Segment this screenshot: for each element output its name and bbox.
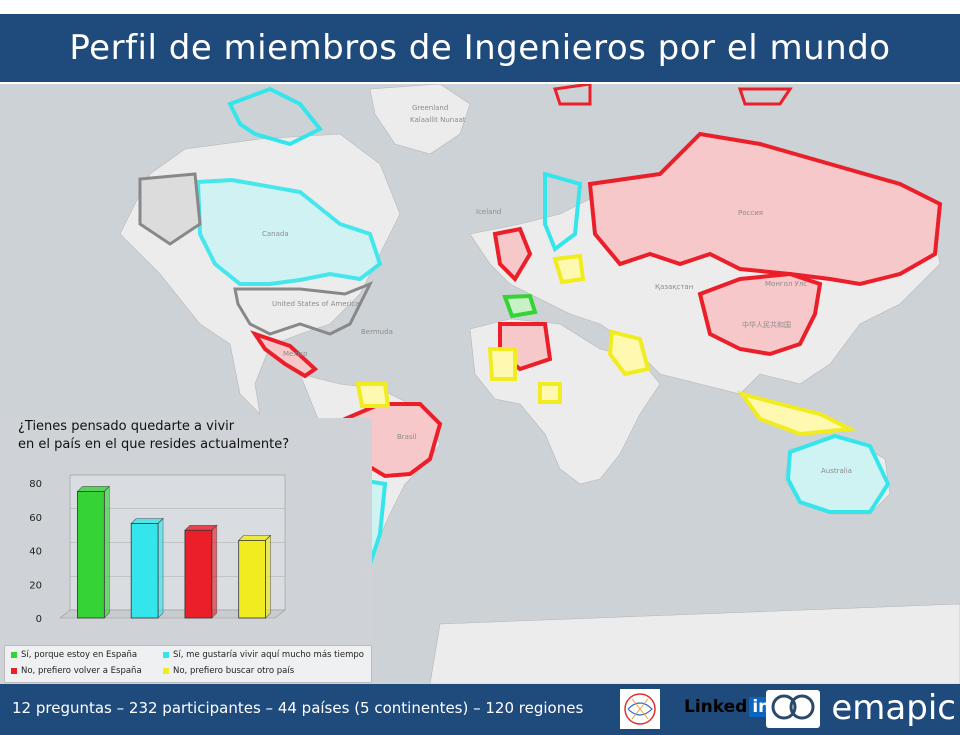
page-title: Perfil de miembros de Ingenieros por el … [69,28,891,68]
emapic-logo[interactable]: emapic [831,688,956,728]
cartolab-icon [771,694,815,720]
greenland-land [369,84,471,155]
y-tick-label: 80 [29,479,42,490]
linkedin-text: Linked [684,697,748,717]
region-nigeria [538,382,562,404]
region-spain [502,293,538,319]
legend-item-0: Sí, porque estoy en España [11,650,137,660]
region-usa [233,281,374,336]
linkedin-logo[interactable]: Linked in [684,697,774,717]
y-tick-label: 60 [29,513,42,524]
legend-swatch-yellow [163,668,169,674]
label-bermuda: Bermuda [361,328,393,336]
y-tick-label: 0 [36,614,42,625]
region-nordics [543,171,583,253]
bar-side [157,517,164,619]
bar-top [130,518,164,524]
label-greenland: Greenland [412,104,448,112]
label-russia: Россия [738,209,763,217]
label-kalaallit: Kalaallit Nunaat [410,116,466,124]
bar[interactable] [238,539,266,619]
bar-side [104,485,110,619]
legend-label-1: Sí, me gustaría vivir aquí mucho más tie… [173,650,364,660]
bar-top [184,524,218,531]
cartolab-logo[interactable] [766,690,820,728]
bar-side [211,524,218,619]
region-uk-ireland [492,226,533,283]
bar-side [265,534,271,619]
region-mexico [250,330,319,379]
university-logo[interactable] [620,689,660,729]
region-russia [587,131,943,287]
footer-summary: 12 preguntas – 232 participantes – 44 pa… [12,699,584,717]
label-mongolia: Монгол Улс [765,280,807,288]
label-china: 中华人民共和国 [742,320,791,329]
region-alaska [138,172,202,246]
region-saudi [607,329,651,377]
region-russia-north [553,84,793,106]
title-bar: Perfil de miembros de Ingenieros por el … [0,14,960,82]
bar[interactable] [130,523,159,619]
legend-label-2: No, prefiero volver a España [21,666,142,676]
chart-legend: Sí, porque estoy en España Sí, me gustar… [4,645,372,683]
legend-item-1: Sí, me gustaría vivir aquí mucho más tie… [163,650,364,660]
legend-item-3: No, prefiero buscar otro país [163,666,294,676]
chart-question: ¿Tienes pensado quedarte a vivir en el p… [18,418,318,454]
bar-top [237,535,272,541]
region-west-africa [487,347,517,381]
region-colombia [355,382,391,408]
antarctica-land [429,603,960,684]
label-brazil: Brasil [397,433,417,441]
legend-swatch-red [11,668,17,674]
bar[interactable] [77,491,105,619]
label-iceland: Iceland [476,208,501,216]
region-indonesia [737,390,858,437]
region-germany [552,253,586,285]
legend-label-3: No, prefiero buscar otro país [173,666,295,676]
bar-top [76,486,111,492]
label-canada: Canada [262,230,289,238]
chart-question-line1: ¿Tienes pensado quedarte a vivir [18,419,235,434]
label-mexico: México [283,350,307,358]
region-canada-north [227,86,324,147]
region-china [697,271,823,357]
bar-chart: 0 20 40 60 80 [29,474,286,625]
chart-question-line2: en el país en el que resides actualmente… [18,437,290,452]
globe-logo-icon [624,693,656,725]
legend-swatch-green [11,652,17,658]
map-svg: Canada United States of America Россия B… [119,84,960,684]
region-australia [785,433,891,514]
label-usa: United States of America [272,300,359,308]
y-tick-label: 20 [29,580,42,591]
legend-item-2: No, prefiero volver a España [11,666,142,676]
y-tick-label: 40 [29,547,42,558]
bar[interactable] [184,529,213,619]
region-canada [195,177,383,286]
legend-label-0: Sí, porque estoy en España [21,650,138,660]
label-australia: Australia [821,467,852,475]
label-kazakhstan: Қазақстан [655,283,693,291]
legend-swatch-cyan [163,652,169,658]
